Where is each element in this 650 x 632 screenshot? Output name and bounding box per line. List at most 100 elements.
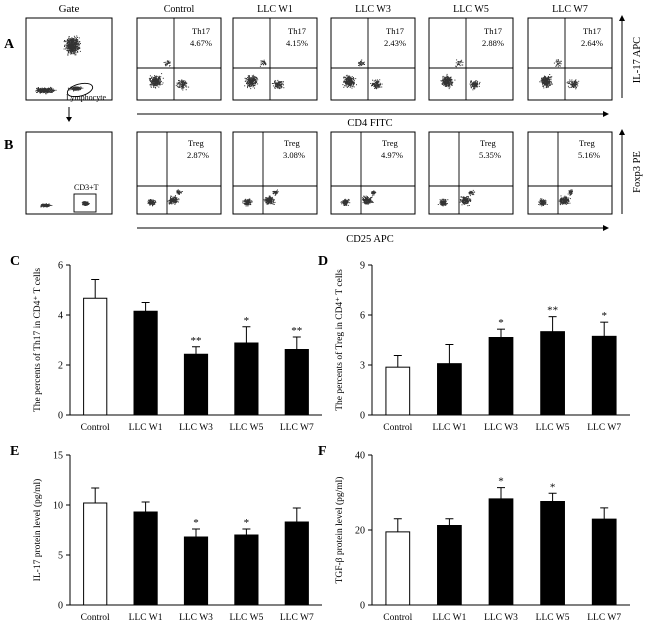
- scatter-dot: [80, 86, 82, 88]
- scatter-dot: [252, 86, 254, 88]
- scatter-dot: [261, 63, 263, 65]
- scatter-dot: [462, 64, 464, 66]
- scatter-dot: [265, 64, 267, 66]
- scatter-dot: [450, 81, 452, 83]
- scatter-dot: [459, 65, 461, 67]
- scatter-dot: [173, 201, 175, 203]
- scatter-dot: [45, 203, 47, 205]
- scatter-dot: [444, 80, 446, 82]
- scatter-dot: [346, 203, 348, 205]
- scatter-dot: [249, 81, 251, 83]
- scatter-dot: [166, 62, 168, 64]
- scatter-dot: [264, 200, 266, 202]
- scatter-dot: [464, 199, 466, 201]
- scatter-dot: [569, 81, 571, 83]
- scatter-dot: [448, 85, 450, 86]
- scatter-dot: [246, 82, 248, 84]
- scatter-dot: [540, 81, 542, 83]
- scatter-dot: [558, 59, 559, 61]
- scatter-dot: [153, 80, 155, 82]
- scatter-dot: [67, 43, 69, 45]
- scatter-dot: [542, 79, 544, 81]
- scatter-dot: [264, 198, 266, 200]
- scatter-dot: [350, 83, 352, 85]
- scatter-dot: [75, 43, 77, 44]
- scatter-dot: [73, 87, 75, 89]
- scatter-dot: [250, 85, 251, 87]
- scatter-dot: [460, 62, 462, 64]
- scatter-dot: [152, 82, 154, 84]
- scatter-dot: [250, 82, 252, 84]
- scatter-dot: [70, 39, 72, 41]
- scatter-dot: [69, 50, 71, 52]
- scatter-dot: [344, 79, 346, 81]
- scatter-dot: [275, 87, 277, 89]
- scatter-dot: [71, 46, 73, 48]
- scatter-dot: [349, 81, 351, 83]
- scatter-dot: [159, 76, 161, 78]
- scatter-dot: [360, 60, 362, 62]
- scatter-dot: [541, 78, 543, 79]
- scatter-dot: [475, 83, 477, 85]
- scatter-dot: [366, 202, 368, 204]
- scatter-dot: [459, 199, 461, 200]
- scatter-dot: [254, 82, 256, 84]
- scatter-dot: [346, 76, 348, 78]
- scatter-dot: [179, 81, 181, 83]
- scatter-dot: [159, 78, 161, 80]
- scatter-dot: [171, 202, 173, 204]
- scatter-dot: [476, 83, 477, 85]
- scatter-dot: [248, 201, 250, 203]
- scatter-dot: [70, 51, 71, 53]
- scatter-dot: [350, 83, 352, 85]
- scatter-dot: [275, 191, 277, 192]
- scatter-dot: [276, 191, 278, 193]
- scatter-dot: [175, 200, 177, 202]
- scatter-dot: [76, 35, 78, 37]
- scatter-dot: [544, 80, 546, 82]
- scatter-dot: [74, 43, 76, 45]
- scatter-dot: [78, 37, 80, 39]
- scatter-dot: [459, 64, 461, 66]
- scatter-dot: [72, 88, 74, 90]
- quadrant-percent: 5.35%: [479, 150, 501, 160]
- flow-plot-frame: [330, 17, 416, 101]
- scatter-dot: [367, 203, 369, 205]
- scatter-dot: [365, 196, 367, 198]
- scatter-dot: [365, 198, 367, 200]
- scatter-dot: [155, 75, 157, 77]
- scatter-dot: [252, 79, 254, 81]
- scatter-dot: [46, 205, 47, 206]
- scatter-dot: [244, 85, 246, 87]
- scatter-dot: [270, 203, 272, 205]
- scatter-dot: [77, 47, 79, 49]
- scatter-dot: [550, 76, 552, 78]
- scatter-dot: [543, 80, 545, 82]
- scatter-dot: [345, 83, 347, 85]
- scatter-dot: [540, 200, 541, 202]
- scatter-dot: [443, 204, 445, 205]
- scatter-dot: [347, 78, 349, 79]
- scatter-dot: [443, 202, 445, 204]
- scatter-dot: [181, 86, 183, 88]
- scatter-dot: [473, 194, 475, 196]
- scatter-dot: [244, 77, 246, 79]
- scatter-dot: [249, 76, 250, 78]
- scatter-dot: [253, 85, 255, 86]
- scatter-dot: [50, 89, 52, 91]
- scatter-dot: [450, 79, 452, 81]
- scatter-dot: [250, 78, 252, 80]
- scatter-dot: [248, 82, 250, 84]
- scatter-dot: [348, 199, 350, 201]
- scatter-dot: [441, 198, 443, 200]
- scatter-dot: [343, 204, 345, 206]
- scatter-dot: [154, 80, 156, 81]
- scatter-dot: [370, 199, 371, 201]
- scatter-dot: [365, 201, 367, 203]
- scatter-dot: [48, 87, 50, 89]
- scatter-dot: [558, 63, 560, 65]
- scatter-dot: [540, 198, 542, 200]
- scatter-dot: [472, 193, 474, 195]
- scatter-dot: [78, 48, 80, 50]
- scatter-dot: [464, 200, 466, 202]
